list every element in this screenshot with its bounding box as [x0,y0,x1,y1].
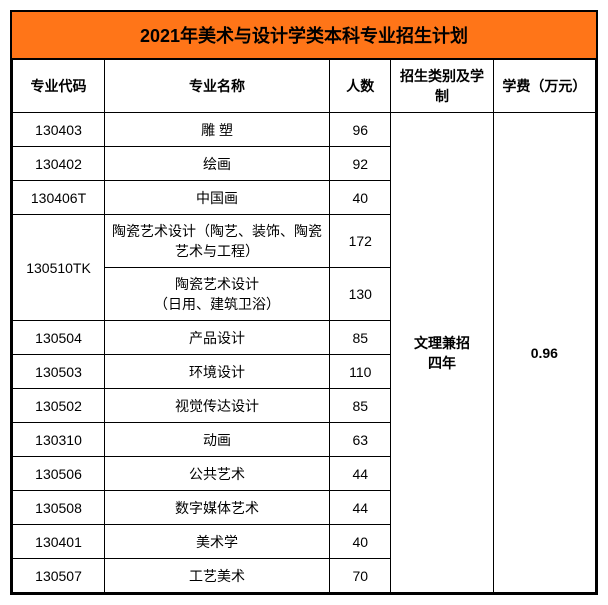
cell-code: 130406T [13,181,105,215]
enrollment-table-container: 2021年美术与设计学类本科专业招生计划 专业代码 专业名称 人数 招生类别及学… [10,10,598,595]
enrollment-table: 专业代码 专业名称 人数 招生类别及学制 学费（万元） 130403 雕 塑 9… [12,59,596,593]
cell-code: 130502 [13,389,105,423]
cell-name: 雕 塑 [105,113,330,147]
cell-name: 数字媒体艺术 [105,491,330,525]
cell-name: 环境设计 [105,355,330,389]
cell-name: 视觉传达设计 [105,389,330,423]
cell-code: 130402 [13,147,105,181]
cell-count: 70 [330,559,391,593]
cell-code: 130310 [13,423,105,457]
cell-code: 130403 [13,113,105,147]
cell-code: 130503 [13,355,105,389]
cell-code-merged: 130510TK [13,215,105,321]
cell-count: 44 [330,457,391,491]
cell-count: 63 [330,423,391,457]
cell-name: 公共艺术 [105,457,330,491]
header-code: 专业代码 [13,60,105,113]
type-line1: 文理兼招 [414,335,470,351]
cell-count: 110 [330,355,391,389]
type-line2: 四年 [428,355,456,371]
cell-name: 陶瓷艺术设计（陶艺、装饰、陶瓷艺术与工程） [105,215,330,268]
cell-count: 85 [330,389,391,423]
header-row: 专业代码 专业名称 人数 招生类别及学制 学费（万元） [13,60,596,113]
cell-count: 40 [330,525,391,559]
cell-count: 44 [330,491,391,525]
cell-name: 产品设计 [105,321,330,355]
cell-count: 172 [330,215,391,268]
header-fee: 学费（万元） [493,60,595,113]
header-name: 专业名称 [105,60,330,113]
cell-name: 中国画 [105,181,330,215]
cell-count: 40 [330,181,391,215]
cell-name: 美术学 [105,525,330,559]
cell-name: 绘画 [105,147,330,181]
header-type: 招生类别及学制 [391,60,493,113]
cell-name: 动画 [105,423,330,457]
cell-code: 130508 [13,491,105,525]
cell-code: 130506 [13,457,105,491]
cell-code: 130507 [13,559,105,593]
cell-name: 陶瓷艺术设计 （日用、建筑卫浴） [105,268,330,321]
table-row: 130403 雕 塑 96 文理兼招 四年 0.96 [13,113,596,147]
cell-count: 85 [330,321,391,355]
cell-count: 130 [330,268,391,321]
table-title: 2021年美术与设计学类本科专业招生计划 [12,12,596,59]
cell-name: 工艺美术 [105,559,330,593]
cell-code: 130401 [13,525,105,559]
cell-code: 130504 [13,321,105,355]
cell-fee-merged: 0.96 [493,113,595,593]
cell-count: 96 [330,113,391,147]
cell-count: 92 [330,147,391,181]
cell-type-merged: 文理兼招 四年 [391,113,493,593]
table-body: 130403 雕 塑 96 文理兼招 四年 0.96 130402 绘画 92 … [13,113,596,593]
header-count: 人数 [330,60,391,113]
